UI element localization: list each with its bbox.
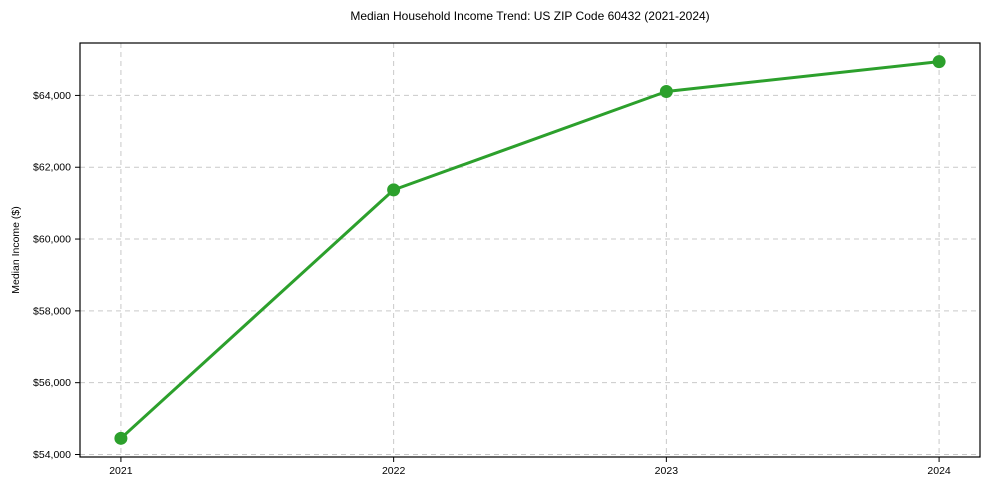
trend-line [119, 60, 941, 440]
y-tick-label: $60,000 [33, 234, 71, 246]
data-point-2022 [387, 183, 401, 197]
y-tick-label: $56,000 [33, 377, 71, 389]
x-tick-label: 2021 [109, 465, 133, 477]
data-point-2021 [114, 431, 128, 445]
x-tick-label: 2023 [655, 465, 679, 477]
y-axis-label: Median Income ($) [10, 206, 22, 294]
chart-title: Median Household Income Trend: US ZIP Co… [350, 9, 710, 23]
plot-border [79, 42, 981, 458]
y-tick-label: $54,000 [33, 449, 71, 461]
data-point-2024 [932, 55, 946, 69]
data-point-2023 [659, 84, 673, 98]
y-tick-label: $64,000 [33, 90, 71, 102]
x-tick-label: 2022 [382, 465, 406, 477]
y-tick-label: $58,000 [33, 305, 71, 317]
x-tick-label: 2024 [927, 465, 951, 477]
y-tick-label: $62,000 [33, 162, 71, 174]
